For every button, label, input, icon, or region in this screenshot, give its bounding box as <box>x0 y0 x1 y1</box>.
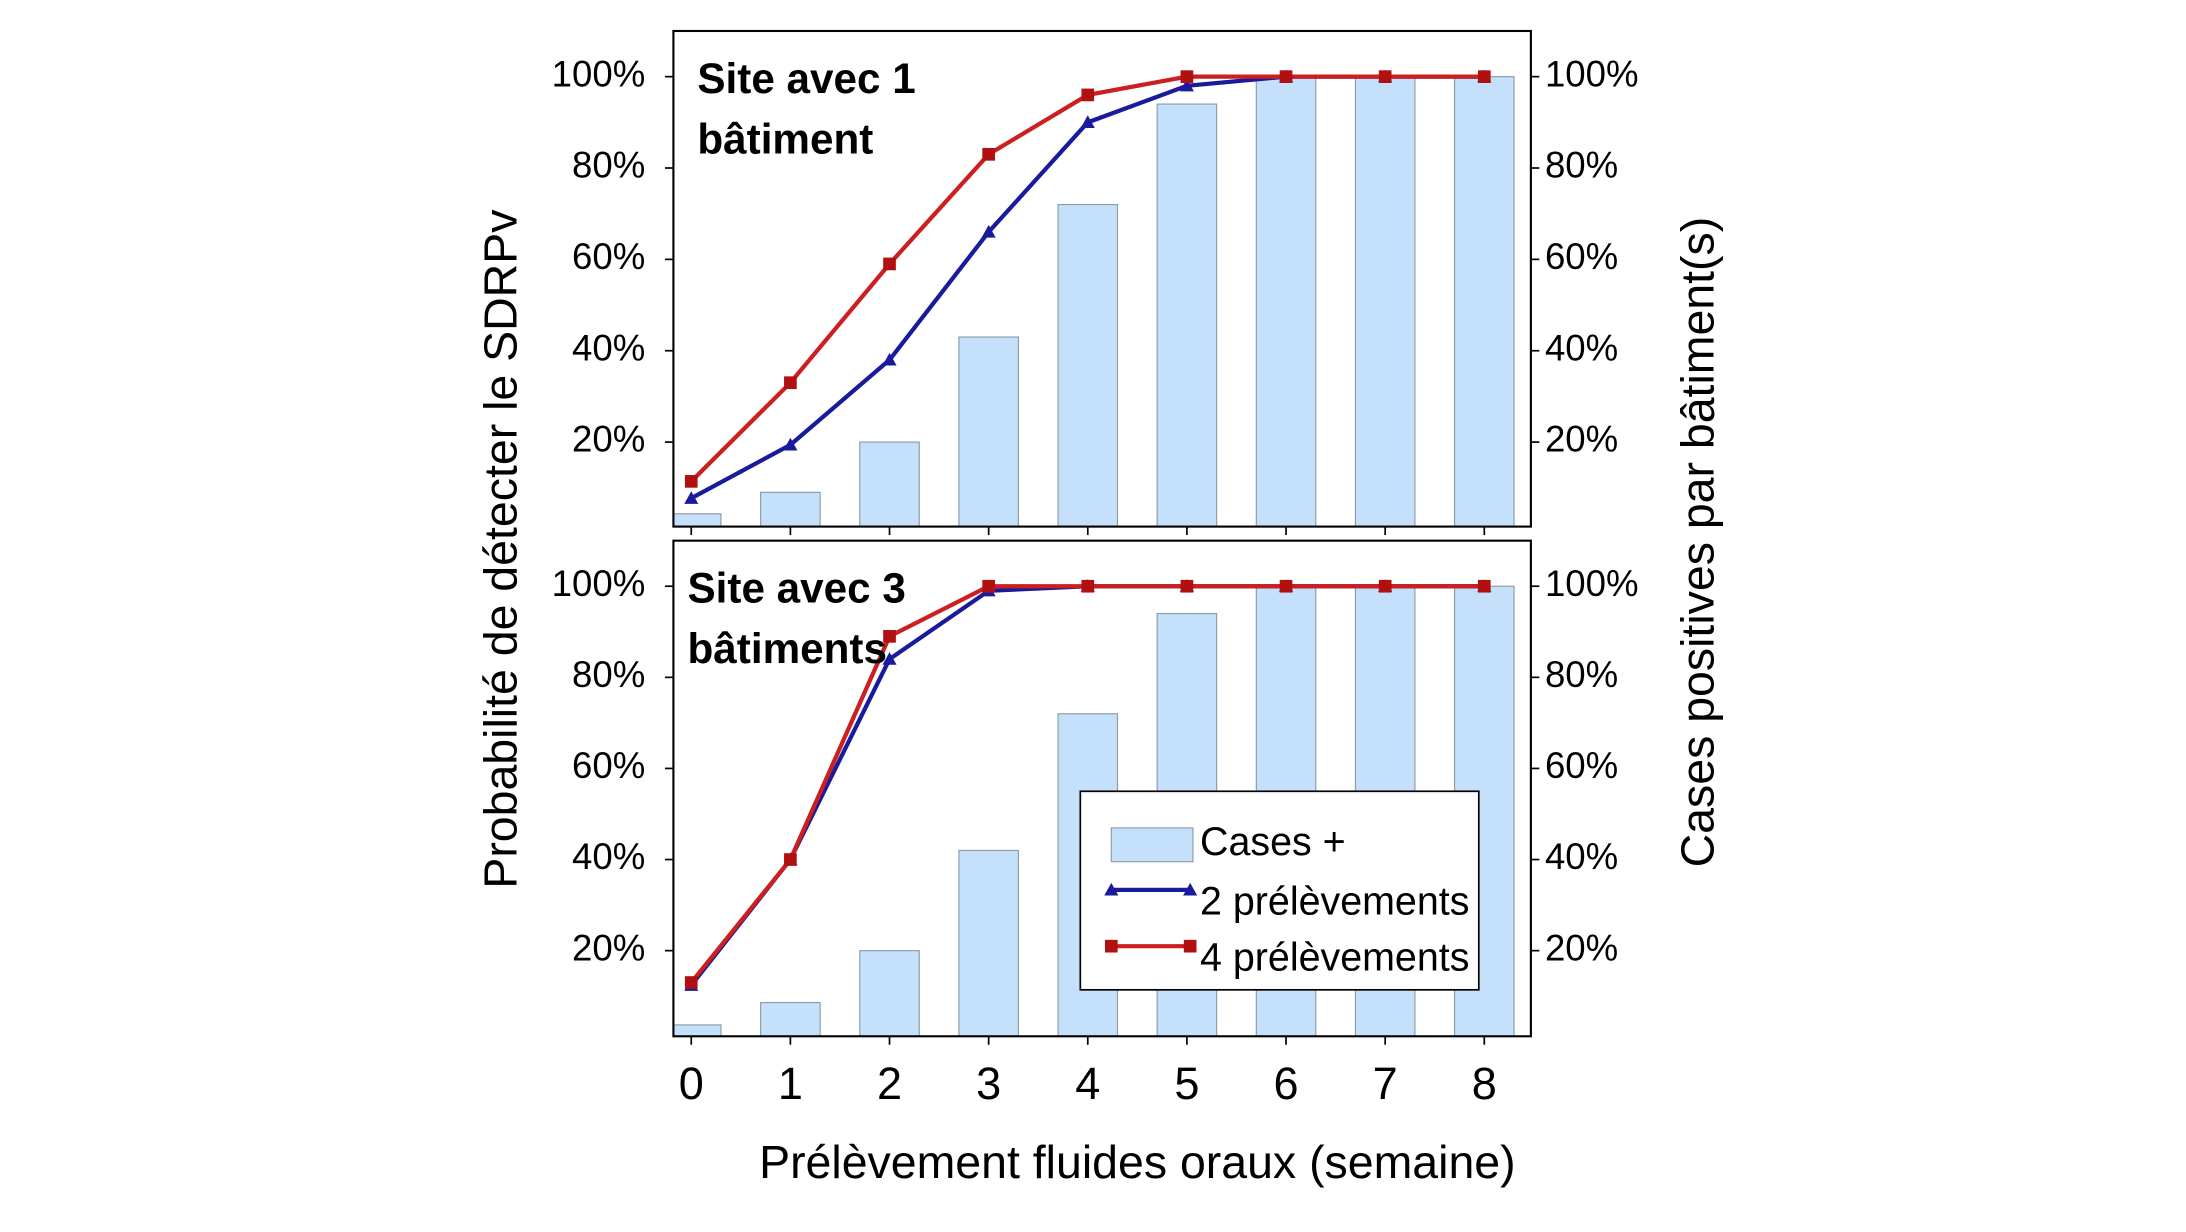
panel-title: Site avec 3 <box>687 565 905 612</box>
bar <box>1453 76 1515 527</box>
marker <box>883 257 896 271</box>
bar <box>673 1024 722 1037</box>
marker <box>1081 579 1095 593</box>
x-tick-label: 0 <box>679 1058 704 1109</box>
y-tick-label: 40% <box>572 327 645 368</box>
plot-area <box>673 76 1515 527</box>
marker <box>1477 70 1491 83</box>
y2-tick-label: 80% <box>1545 654 1618 695</box>
bar <box>760 1002 821 1037</box>
marker <box>784 853 797 866</box>
panel-title: Site avec 1 <box>697 55 915 102</box>
y-tick-label: 20% <box>572 927 645 968</box>
bar <box>958 849 1019 1037</box>
y-tick-label: 20% <box>572 419 645 460</box>
marker <box>1378 70 1392 83</box>
x-tick-label: 4 <box>1075 1058 1100 1109</box>
marker <box>982 579 995 593</box>
marker <box>1180 70 1194 83</box>
y2-tick-label: 80% <box>1545 145 1618 186</box>
legend-label: 4 prélèvements <box>1200 936 1469 980</box>
marker <box>882 652 897 665</box>
x-axis-label: Prélèvement fluides oraux (semaine) <box>759 1136 1515 1188</box>
marker <box>1477 579 1491 593</box>
y2-tick-label: 100% <box>1545 53 1639 94</box>
panel-frame <box>672 29 1532 528</box>
marker <box>1279 70 1293 83</box>
marker <box>1378 579 1392 593</box>
marker <box>1081 88 1095 102</box>
panel-title: bâtiment <box>697 115 873 162</box>
y-axis-label: Probabilité de détecter le SDRPv <box>475 209 527 889</box>
bar <box>1255 76 1317 527</box>
x-tick-label: 2 <box>877 1058 902 1109</box>
y-tick-label: 80% <box>572 654 645 695</box>
legend-marker <box>1104 882 1119 896</box>
x-tick-label: 5 <box>1174 1058 1199 1109</box>
legend-marker <box>1183 939 1197 953</box>
marker <box>1080 115 1095 128</box>
marker <box>1179 78 1194 92</box>
legend-swatch <box>1110 827 1194 863</box>
bar <box>673 513 722 527</box>
y2-axis-label: Cases positives par bâtiment(s) <box>1672 217 1724 868</box>
y-tick-label: 100% <box>552 53 646 94</box>
x-tick-label: 1 <box>778 1058 803 1109</box>
bar <box>1156 103 1218 527</box>
marker <box>1180 579 1194 593</box>
bar <box>1354 76 1416 527</box>
y2-tick-label: 40% <box>1545 327 1618 368</box>
y2-tick-label: 60% <box>1545 236 1618 277</box>
y2-tick-label: 20% <box>1545 419 1618 460</box>
y-tick-label: 60% <box>572 236 645 277</box>
y2-tick-label: 20% <box>1545 927 1618 968</box>
marker <box>1279 579 1293 593</box>
y-tick-label: 40% <box>572 836 645 877</box>
bar <box>859 441 920 527</box>
y2-tick-label: 40% <box>1545 836 1618 877</box>
panel-title: bâtiments <box>687 625 886 672</box>
bar <box>760 491 821 527</box>
legend-marker <box>1183 882 1198 896</box>
bar <box>859 950 920 1037</box>
y-tick-label: 60% <box>572 745 645 786</box>
marker <box>882 352 897 366</box>
x-tick-label: 6 <box>1274 1058 1299 1109</box>
legend-marker <box>1104 939 1118 953</box>
legend-label: Cases + <box>1200 820 1346 864</box>
marker <box>982 147 995 161</box>
y-tick-label: 80% <box>572 145 645 186</box>
bar <box>1057 203 1119 527</box>
panel-frame <box>672 539 1532 1038</box>
marker <box>783 437 798 451</box>
marker <box>981 224 996 238</box>
y2-tick-label: 60% <box>1545 745 1618 786</box>
marker <box>784 376 797 390</box>
marker <box>684 976 698 989</box>
y2-tick-label: 100% <box>1545 563 1639 604</box>
x-tick-label: 8 <box>1472 1058 1497 1109</box>
legend-label: 2 prélèvements <box>1200 879 1469 923</box>
marker <box>684 491 699 504</box>
marker <box>684 475 698 488</box>
x-tick-label: 7 <box>1373 1058 1398 1109</box>
marker <box>883 629 896 643</box>
y-tick-label: 100% <box>552 563 646 604</box>
x-tick-label: 3 <box>976 1058 1001 1109</box>
bar <box>958 336 1019 527</box>
